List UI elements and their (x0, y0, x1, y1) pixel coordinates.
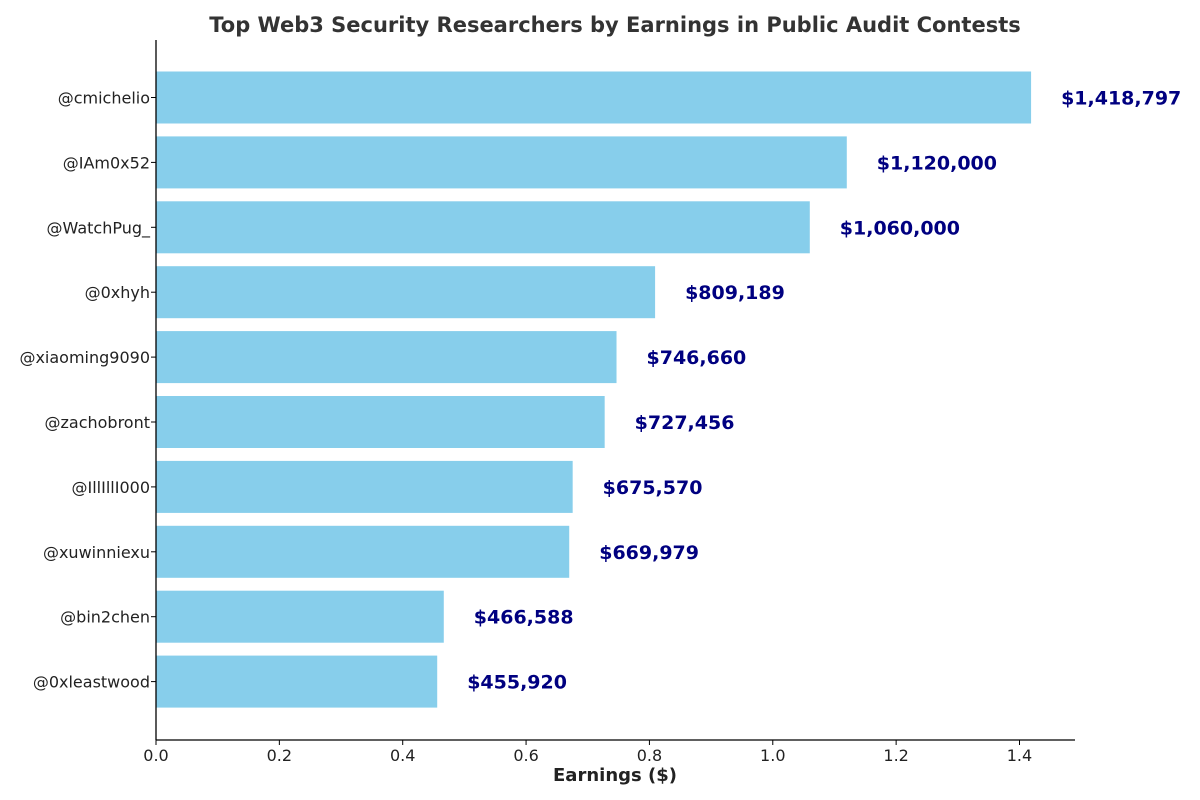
y-tick-label: @IllIllI000 (72, 478, 150, 497)
bar-value-label: $675,570 (603, 477, 703, 499)
y-tick-label: @0xhyh (85, 283, 150, 302)
x-tick-label: 1.4 (1007, 746, 1032, 765)
x-axis-label: Earnings ($) (553, 765, 677, 786)
bar (156, 460, 573, 513)
bar (156, 136, 847, 189)
x-tick-label: 0.8 (637, 746, 662, 765)
bar (156, 266, 656, 319)
y-axis-category-labels: @cmichelio @IAm0x52 @WatchPug_ @0xhyh @xiaom… (19, 89, 156, 692)
bar-value-label: $455,920 (467, 672, 567, 694)
bar-value-label: $466,588 (474, 607, 574, 629)
bar-value-label: $1,060,000 (840, 217, 960, 239)
bar-value-label: $809,189 (685, 282, 785, 304)
x-tick-label: 1.0 (760, 746, 785, 765)
bar-value-label: $1,120,000 (877, 152, 997, 174)
bar-value-label: $727,456 (635, 412, 735, 434)
y-tick-label: @xiaoming9090 (19, 348, 150, 367)
bars-group (156, 71, 1032, 708)
bar (156, 71, 1032, 124)
value-labels-group: $1,418,797 $1,120,000 $1,060,000 $809,189 $7… (467, 88, 1181, 694)
bar (156, 201, 810, 254)
chart-title: Top Web3 Security Researchers by Earning… (209, 13, 1021, 37)
bar (156, 331, 617, 384)
x-tick-label: 0.2 (267, 746, 292, 765)
y-tick-label: @0xleastwood (33, 673, 150, 692)
x-tick-label: 1.2 (883, 746, 908, 765)
y-tick-label: @WatchPug_ (47, 218, 151, 238)
y-tick-label: @cmichelio (58, 89, 150, 108)
y-tick-label: @bin2chen (60, 608, 150, 627)
bar (156, 590, 444, 643)
x-axis-ticks: 0.0 0.2 0.4 0.6 0.8 1.0 1.2 1.4 (143, 740, 1032, 765)
bar (156, 655, 438, 708)
bar-value-label: $669,979 (599, 542, 699, 564)
y-tick-label: @zachobront (44, 413, 150, 432)
y-tick-label: @xuwinniexu (43, 543, 150, 562)
bar (156, 396, 605, 448)
bar-value-label: $1,418,797 (1061, 88, 1181, 110)
x-tick-label: 0.0 (143, 746, 168, 765)
bar (156, 525, 570, 578)
x-tick-label: 0.6 (513, 746, 538, 765)
x-tick-label: 0.4 (390, 746, 415, 765)
y-tick-label: @IAm0x52 (63, 153, 150, 172)
bar-value-label: $746,660 (647, 347, 747, 369)
